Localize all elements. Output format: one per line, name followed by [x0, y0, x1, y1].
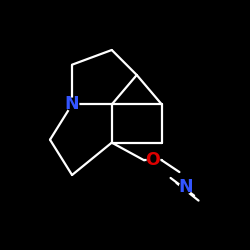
Text: O: O: [146, 151, 160, 169]
Text: N: N: [178, 178, 192, 196]
Text: N: N: [65, 96, 79, 114]
